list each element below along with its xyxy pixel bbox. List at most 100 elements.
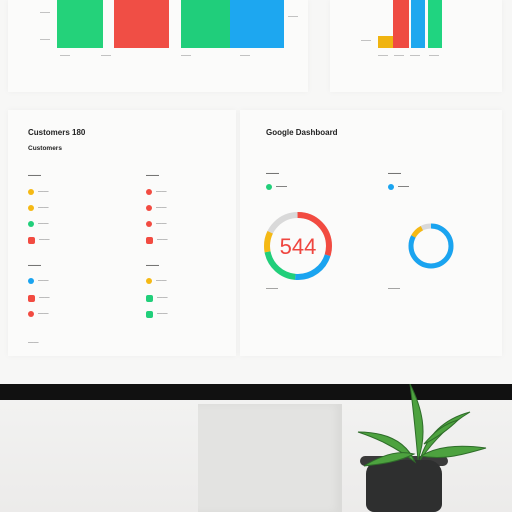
list-item-left-2-2: —— xyxy=(28,293,50,303)
bar-4 xyxy=(230,0,284,48)
red-square-icon xyxy=(28,236,35,244)
blue-dot-icon xyxy=(388,184,394,190)
yellow-dot-icon xyxy=(28,205,34,211)
google-dashboard-title: Google Dashboard xyxy=(266,128,338,137)
y-tick-3: —— xyxy=(361,38,371,44)
list-item-right-1-4: —— xyxy=(146,235,168,245)
customer-title: Customers 180 xyxy=(28,128,86,137)
top-left-chart-panel: —— —— —— —— —— —— —— xyxy=(8,0,308,92)
list-item-right-2-2: —— xyxy=(146,293,168,303)
customer-panel: Customers 180 Customers —— —— —— —— —— —… xyxy=(8,110,236,356)
list-item-label: —— xyxy=(39,237,50,243)
section-heading-right-2: —— xyxy=(146,262,159,269)
bar-6 xyxy=(393,0,409,48)
google-dashboard-panel: Google Dashboard —— —— —— —— 544 xyxy=(240,110,502,356)
list-item-label: —— xyxy=(38,311,49,317)
x-tick-4: —— xyxy=(240,53,250,59)
x-tick-7: —— xyxy=(410,53,420,59)
list-item-left-1-1: —— xyxy=(28,187,49,197)
box xyxy=(198,404,342,512)
green-dot-icon xyxy=(266,184,272,190)
list-item-right-1-1: —— xyxy=(146,187,167,197)
list-item-left-2-1: —— xyxy=(28,276,49,286)
x-tick-8: —— xyxy=(429,53,439,59)
y-tick-2: —— xyxy=(40,37,50,43)
monitor-stand-edge xyxy=(0,384,512,400)
left-gauge-yellow xyxy=(264,212,332,280)
top-right-chart-panel: —— —— —— —— —— xyxy=(330,0,502,92)
right-gauge-blue xyxy=(408,223,454,269)
section-heading-left-1: —— xyxy=(28,172,41,179)
list-item-label: —— xyxy=(156,221,167,227)
x-tick-3: —— xyxy=(181,53,191,59)
red-dot-icon xyxy=(146,221,152,227)
list-item-label: —— xyxy=(156,278,167,284)
list-item-right-2-3: —— xyxy=(146,309,168,319)
red-person-icon xyxy=(28,294,35,302)
footer-label: —— xyxy=(28,340,39,346)
list-item-left-1-2: —— xyxy=(28,203,49,213)
list-item-label: —— xyxy=(38,205,49,211)
left-gauge-blue xyxy=(264,212,332,280)
list-item-right-1-2: —— xyxy=(146,203,167,213)
left-gauge-red xyxy=(264,212,332,280)
blue-dot-icon xyxy=(28,278,34,284)
red-dot-icon xyxy=(146,189,152,195)
right-gauge-heading: —— xyxy=(388,170,401,177)
y-tick-right: —— xyxy=(288,14,298,20)
list-item-label: —— xyxy=(38,278,49,284)
green-folder-icon xyxy=(146,310,153,318)
list-item-label: —— xyxy=(39,295,50,301)
bar-5 xyxy=(378,36,393,48)
bar-8 xyxy=(428,0,442,48)
leaf-1 xyxy=(357,431,417,464)
list-item-label: —— xyxy=(38,221,49,227)
plant-svg xyxy=(357,384,487,467)
list-item-label: —— xyxy=(157,311,168,317)
legend-label: —— xyxy=(398,184,409,190)
left-gauge-heading: —— xyxy=(266,170,279,177)
list-item-label: —— xyxy=(156,205,167,211)
bar-1 xyxy=(57,0,103,48)
left-gauge-caption: —— xyxy=(266,286,278,292)
green-person-icon xyxy=(146,294,153,302)
right-gauge xyxy=(408,223,454,269)
desk-scene xyxy=(0,384,512,512)
right-gauge-caption: —— xyxy=(388,286,400,292)
x-tick-1: —— xyxy=(60,53,70,59)
list-item-label: —— xyxy=(157,237,168,243)
x-tick-2: —— xyxy=(101,53,111,59)
red-dot-icon xyxy=(146,205,152,211)
section-heading-left-2: —— xyxy=(28,262,41,269)
legend-label: —— xyxy=(276,184,287,190)
bar-7 xyxy=(411,0,425,48)
right-gauge-legend: —— xyxy=(388,182,409,192)
footer-text: —— xyxy=(28,338,39,348)
customer-subtitle: Customers xyxy=(28,145,62,152)
yellow-dot-icon xyxy=(146,278,152,284)
leaf-3 xyxy=(409,384,424,461)
leaf-5 xyxy=(363,452,416,467)
dashboard-screen: —— —— —— —— —— —— —— —— —— —— —— —— Cust… xyxy=(8,0,502,356)
list-item-label: —— xyxy=(157,295,168,301)
list-item-label: —— xyxy=(156,189,167,195)
plant-pot xyxy=(366,460,442,512)
leaf-6 xyxy=(423,418,460,445)
bar-2 xyxy=(114,0,169,48)
left-gauge: 544 xyxy=(264,212,332,280)
list-item-label: —— xyxy=(38,189,49,195)
x-tick-5: —— xyxy=(378,53,388,59)
red-square-icon xyxy=(146,236,153,244)
leaf-4 xyxy=(419,445,487,459)
y-tick-1: —— xyxy=(40,10,50,16)
yellow-dot-icon xyxy=(28,189,34,195)
green-dot-icon xyxy=(28,221,34,227)
red-dot-icon xyxy=(28,311,34,317)
big-value: 544 xyxy=(280,234,317,259)
list-item-left-1-4: —— xyxy=(28,235,50,245)
list-item-right-1-3: —— xyxy=(146,219,167,229)
left-gauge-legend: —— xyxy=(266,182,287,192)
bar-3 xyxy=(181,0,230,48)
list-item-right-2-1: —— xyxy=(146,276,167,286)
x-tick-6: —— xyxy=(394,53,404,59)
